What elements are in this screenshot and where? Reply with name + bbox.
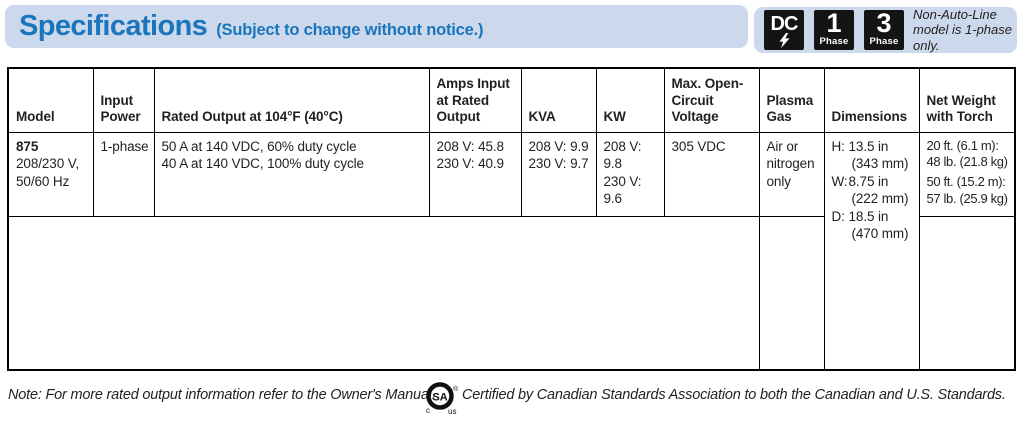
col-header-input-power: Input Power [92, 67, 155, 133]
csa-certification-icon: SA ® c us [424, 380, 459, 421]
csa-registered-mark: ® [453, 385, 458, 393]
col-header-max-ocv: Max. Open-Circuit Voltage [663, 67, 760, 133]
cell-rated-output: 50 A at 140 VDC, 60% duty cycle 40 A at … [153, 131, 430, 217]
dimension-height: H: 13.5 in [831, 138, 889, 154]
kva-line: 230 V: 9.7 [528, 156, 589, 172]
col-header-amps-input: Amps Input at Rated Output [428, 67, 522, 133]
dimension-height-metric: (343 mm) [851, 156, 909, 172]
cell-kw: 208 V: 9.8 230 V: 9.6 [595, 131, 665, 217]
col-header-kva: KVA [520, 67, 597, 133]
table-empty-row [7, 215, 1016, 371]
lightning-bolt-icon [779, 33, 789, 48]
empty-cell-net-weight [918, 215, 1016, 371]
cell-model: 875 208/230 V, 50/60 Hz [7, 131, 94, 217]
col-header-rated-output: Rated Output at 104°F (40°C) [153, 67, 430, 133]
empty-cell-plasma-gas [758, 215, 825, 371]
empty-cell-wide [7, 215, 760, 371]
net-weight-20ft: 20 ft. (6.1 m): 48 lb. (21.8 kg) [926, 137, 1008, 170]
three-phase-icon: 3 Phase [864, 10, 904, 50]
dimension-width-metric: (222 mm) [851, 191, 909, 207]
table-data-row: 875 208/230 V, 50/60 Hz 1-phase 50 A at … [7, 131, 1016, 371]
rated-output-line: 40 A at 140 VDC, 100% duty cycle [161, 156, 365, 172]
cell-kva: 208 V: 9.9 230 V: 9.7 [520, 131, 597, 217]
certification-text: Certified by Canadian Standards Associat… [462, 387, 1006, 403]
title-band: Specifications (Subject to change withou… [5, 5, 748, 48]
model-number: 875 [16, 138, 39, 154]
col-header-kw: KW [595, 67, 665, 133]
net-weight-50ft: 50 ft. (15.2 m): 57 lb. (25.9 kg) [926, 174, 1008, 207]
dimension-width: W: 8.75 in [831, 173, 889, 189]
footer-note: Note: For more rated output information … [8, 387, 436, 403]
single-phase-icon: 1 Phase [814, 10, 854, 50]
single-phase-number: 1 [826, 10, 842, 38]
page-title: Specifications [19, 10, 208, 42]
model-voltage: 208/230 V, [16, 156, 80, 172]
single-phase-label: Phase [819, 35, 849, 47]
cell-plasma-gas: Air or nitrogen only [758, 131, 825, 217]
col-header-plasma-gas: Plasma Gas [758, 67, 825, 133]
cell-dimensions: H: 13.5 in (343 mm) W: 8.75 in (222 mm) D:… [823, 131, 920, 371]
dimension-depth-metric: (470 mm) [851, 226, 909, 242]
amps-input-line: 230 V: 40.9 [436, 156, 505, 172]
kw-line: 230 V: 9.6 [603, 173, 642, 207]
col-header-model: Model [7, 67, 94, 133]
cell-max-ocv: 305 VDC [663, 131, 760, 217]
phase-note: Non-Auto-Line model is 1-phase only. [913, 6, 1012, 53]
cell-input-power: 1-phase [92, 131, 155, 217]
dc-label: DC [770, 13, 799, 35]
kva-line: 208 V: 9.9 [528, 138, 589, 154]
badge-panel: DC 1 Phase 3 Phase Non-Auto-Line model i… [754, 7, 1017, 53]
dimension-depth: D: 18.5 in [831, 208, 889, 224]
csa-us-sub: us [448, 407, 456, 416]
col-header-dimensions: Dimensions [823, 67, 920, 133]
model-frequency: 50/60 Hz [16, 173, 70, 189]
spec-table: Model Input Power Rated Output at 104°F … [7, 67, 1016, 371]
csa-letters: SA [432, 392, 447, 404]
table-header-row: Model Input Power Rated Output at 104°F … [7, 67, 1016, 133]
three-phase-number: 3 [876, 10, 892, 38]
col-header-net-weight: Net Weight with Torch [918, 67, 1016, 133]
kw-line: 208 V: 9.8 [603, 138, 642, 172]
cell-amps-input: 208 V: 45.8 230 V: 40.9 [428, 131, 522, 217]
csa-canada-sub: c [426, 406, 430, 415]
rated-output-line: 50 A at 140 VDC, 60% duty cycle [161, 138, 357, 154]
amps-input-line: 208 V: 45.8 [436, 138, 505, 154]
dc-power-icon: DC [764, 10, 804, 50]
cell-net-weight: 20 ft. (6.1 m): 48 lb. (21.8 kg) 50 ft. … [918, 131, 1016, 217]
page-subtitle: (Subject to change without notice.) [216, 21, 484, 39]
three-phase-label: Phase [869, 35, 899, 47]
